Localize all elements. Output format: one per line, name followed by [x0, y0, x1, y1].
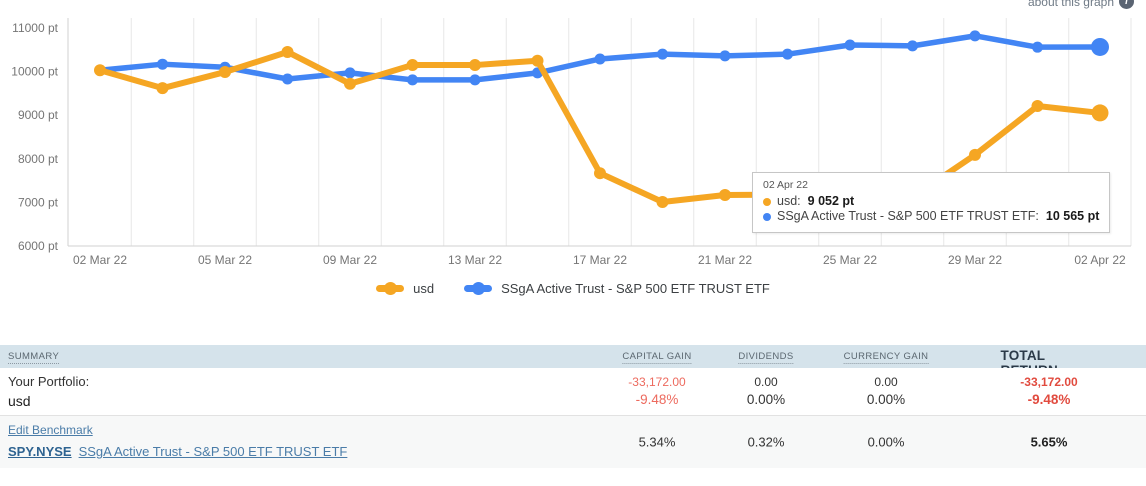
usd-legend-marker-icon — [376, 282, 405, 295]
benchmark-row: Edit Benchmark SPY.NYSE SSgA Active Trus… — [0, 416, 1146, 468]
usd-data-point — [719, 188, 731, 201]
benchmark-data-point — [844, 39, 856, 51]
x-axis-tick-label: 21 Mar 22 — [698, 253, 752, 267]
header-dividends: DIVIDENDS — [738, 351, 794, 364]
y-axis-tick-label: 9000 pt — [18, 108, 59, 122]
capital-gain-percent: -9.48% — [635, 392, 679, 407]
tooltip-benchmark-value: 10 565 pt — [1045, 209, 1100, 223]
benchmark-data-point — [1032, 41, 1043, 53]
portfolio-cell: Your Portfolio: usd — [8, 374, 89, 409]
benchmark-dividends: 0.32% — [747, 434, 785, 450]
x-axis-tick-label: 29 Mar 22 — [948, 253, 1002, 267]
portfolio-total-return: -33,172.00 -9.48% — [1020, 374, 1077, 408]
header-currency-gain: CURRENCY GAIN — [843, 351, 929, 364]
usd-data-point — [1031, 100, 1044, 113]
usd-data-point — [156, 82, 169, 95]
summary-table: SUMMARY CAPITAL GAIN DIVIDENDS CURRENCY … — [0, 345, 1146, 468]
benchmark-total-return: 5.65% — [1030, 434, 1068, 450]
portfolio-label: Your Portfolio: — [8, 374, 90, 389]
x-axis-tick-label: 02 Mar 22 — [73, 253, 127, 267]
dividends-amount: 0.00 — [754, 375, 778, 389]
benchmark-data-point — [344, 67, 356, 79]
benchmark-data-point — [157, 58, 168, 70]
info-icon: i — [1119, 0, 1134, 9]
legend-benchmark-label: SSgA Active Trust - S&P 500 ETF TRUST ET… — [501, 281, 770, 296]
tooltip-date: 02 Apr 22 — [763, 179, 808, 191]
x-axis-tick-label: 17 Mar 22 — [573, 253, 627, 267]
usd-data-point — [281, 45, 294, 58]
benchmark-bullet-icon — [763, 212, 771, 221]
usd-data-point — [656, 195, 669, 208]
benchmark-data-point — [719, 50, 731, 62]
y-axis-tick-label: 8000 pt — [18, 152, 59, 166]
legend-item-benchmark: SSgA Active Trust - S&P 500 ETF TRUST ET… — [464, 281, 770, 296]
chart-legend: usd SSgA Active Trust - S&P 500 ETF TRUS… — [0, 281, 1146, 296]
performance-line-chart[interactable]: 6000 pt 7000 pt 8000 pt 9000 pt 10000 pt 1100… — [0, 0, 1146, 272]
portfolio-currency-gain: 0.00 0.00% — [867, 374, 905, 408]
usd-data-point — [344, 77, 356, 90]
tooltip-usd-label: usd: — [777, 194, 801, 208]
capital-gain-amount: -33,172.00 — [628, 375, 686, 389]
header-capital-gain: CAPITAL GAIN — [622, 351, 692, 364]
usd-data-point — [469, 59, 481, 72]
dividends-percent: 0.00% — [746, 392, 786, 407]
benchmark-data-point — [282, 73, 293, 85]
benchmark-cell: Edit Benchmark SPY.NYSE SSgA Active Trus… — [8, 422, 347, 459]
about-this-graph-link[interactable]: about this graph i — [1028, 0, 1134, 9]
benchmark-ticker-link[interactable]: SPY.NYSE — [8, 444, 72, 459]
usd-data-point — [531, 54, 544, 67]
x-axis-tick-label: 02 Apr 22 — [1074, 253, 1126, 267]
usd-data-point — [94, 64, 106, 77]
usd-data-point — [406, 59, 419, 72]
benchmark-data-point — [969, 30, 981, 42]
benchmark-legend-marker-icon — [464, 282, 493, 295]
y-axis-tick-label: 11000 pt — [12, 21, 58, 35]
benchmark-data-point — [594, 53, 606, 65]
header-summary: SUMMARY — [8, 351, 60, 364]
tooltip-benchmark-label: SSgA Active Trust - S&P 500 ETF TRUST ET… — [777, 209, 1039, 223]
usd-data-point — [219, 66, 231, 79]
total-return-amount: -33,172.00 — [1020, 375, 1078, 389]
benchmark-data-point — [907, 40, 918, 52]
edit-benchmark-link[interactable]: Edit Benchmark — [8, 423, 93, 437]
portfolio-row: Your Portfolio: usd -33,172.00 -9.48% 0.… — [0, 368, 1146, 416]
benchmark-currency-gain: 0.00% — [867, 434, 905, 450]
total-return-percent: -9.48% — [1027, 392, 1071, 407]
usd-data-point-highlighted — [1091, 104, 1109, 122]
tooltip-entry-usd: usd: 9 052 pt — [763, 194, 1099, 209]
x-axis-tick-label: 05 Mar 22 — [198, 253, 252, 267]
x-axis-tick-label: 25 Mar 22 — [823, 253, 877, 267]
about-this-graph-label: about this graph — [1027, 0, 1114, 9]
benchmark-data-point — [657, 48, 668, 60]
currency-gain-amount: 0.00 — [874, 375, 898, 389]
legend-item-usd: usd — [376, 281, 434, 296]
benchmark-data-point — [469, 74, 481, 86]
usd-data-point — [969, 148, 981, 161]
benchmark-data-point — [407, 74, 418, 86]
benchmark-capital-gain: 5.34% — [638, 434, 676, 450]
summary-table-header: SUMMARY CAPITAL GAIN DIVIDENDS CURRENCY … — [0, 345, 1146, 380]
x-axis-tick-label: 13 Mar 22 — [448, 253, 502, 267]
benchmark-data-point — [782, 48, 793, 60]
y-axis-tick-label: 7000 pt — [18, 195, 59, 209]
y-axis-tick-label: 10000 pt — [11, 65, 58, 79]
legend-usd-label: usd — [413, 281, 435, 296]
x-axis-tick-label: 09 Mar 22 — [323, 253, 377, 267]
benchmark-data-point-highlighted — [1091, 37, 1109, 56]
y-axis-tick-label: 6000 pt — [18, 239, 59, 253]
tooltip-entry-benchmark: SSgA Active Trust - S&P 500 ETF TRUST ET… — [763, 209, 1099, 224]
tooltip-usd-value: 9 052 pt — [807, 194, 855, 208]
portfolio-dividends: 0.00 0.00% — [747, 374, 785, 408]
currency-gain-percent: 0.00% — [866, 392, 906, 407]
portfolio-name: usd — [8, 393, 31, 409]
benchmark-name-link[interactable]: SSgA Active Trust - S&P 500 ETF TRUST ET… — [78, 444, 348, 459]
usd-data-point — [594, 167, 606, 180]
usd-bullet-icon — [763, 197, 771, 206]
portfolio-capital-gain: -33,172.00 -9.48% — [628, 374, 685, 408]
chart-tooltip: 02 Apr 22 usd: 9 052 pt SSgA Active Trus… — [752, 172, 1111, 233]
